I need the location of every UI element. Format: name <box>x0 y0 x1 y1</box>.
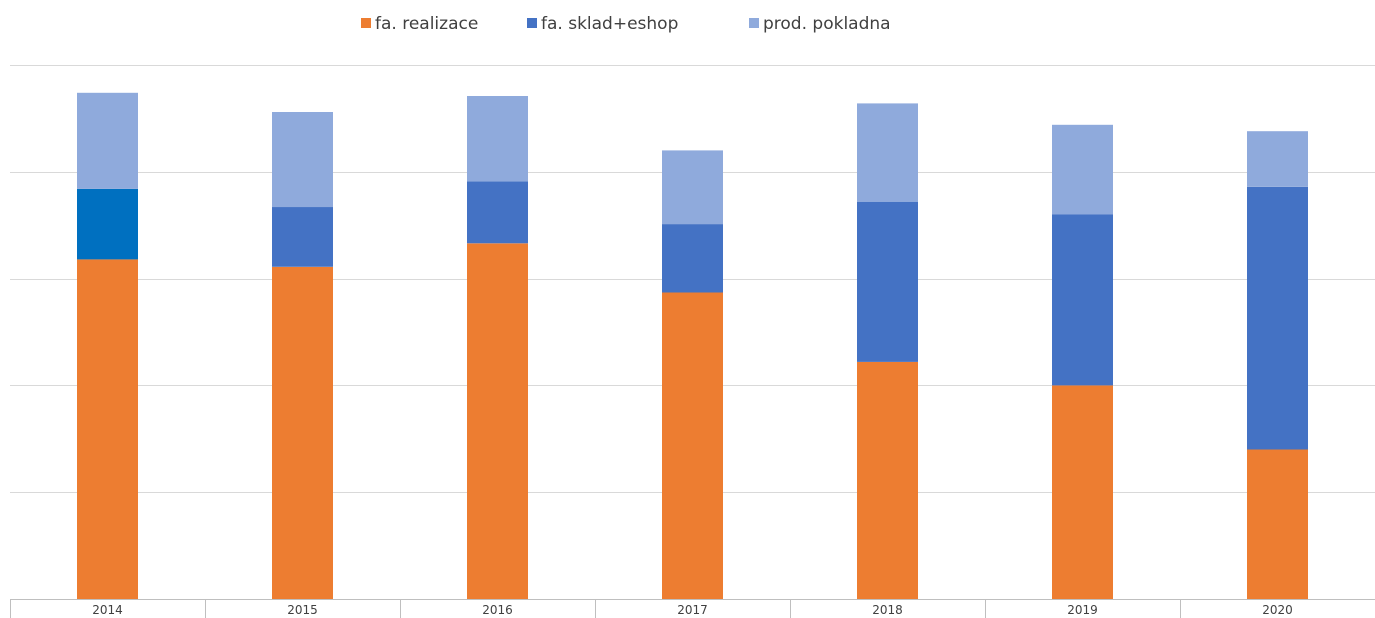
bar-segment-2019-prod-pokladna <box>1052 124 1113 215</box>
bar-segment-2015-fa-realizace <box>272 266 333 599</box>
bar-segment-2017-fa-realizace <box>662 292 723 599</box>
x-tick-label: 2019 <box>1067 603 1098 617</box>
bar-segment-2016-fa-sklad-eshop <box>467 181 528 244</box>
bar-segment-2020-fa-realizace <box>1247 449 1308 599</box>
x-tick-label: 2015 <box>287 603 318 617</box>
bar-segment-2016-prod-pokladna <box>467 96 528 182</box>
bar-segment-2018-fa-sklad-eshop <box>857 201 918 362</box>
bar-segment-2016-fa-realizace <box>467 243 528 599</box>
legend-swatch <box>527 18 537 28</box>
bar-segment-2019-fa-sklad-eshop <box>1052 214 1113 386</box>
bar-segment-2015-fa-sklad-eshop <box>272 207 333 267</box>
legend-label: fa. realizace <box>375 14 478 34</box>
x-tick-label: 2016 <box>482 603 513 617</box>
x-tick-label: 2017 <box>677 603 708 617</box>
bar-segment-2014-fa-sklad-eshop <box>77 188 138 260</box>
legend: fa. realizace fa. sklad+eshop prod. poklad… <box>361 14 891 34</box>
bar-segment-2018-fa-realizace <box>857 361 918 599</box>
bar-segment-2017-fa-sklad-eshop <box>662 224 723 293</box>
bar-segment-2015-prod-pokladna <box>272 112 333 208</box>
x-tick-label: 2014 <box>92 603 123 617</box>
x-axis: 2014 2015 2016 2017 2018 2019 2020 <box>10 599 1375 618</box>
bar-segment-2018-prod-pokladna <box>857 103 918 202</box>
legend-label: fa. sklad+eshop <box>541 14 678 34</box>
bar-segment-2020-prod-pokladna <box>1247 131 1308 187</box>
bar-segment-2017-prod-pokladna <box>662 150 723 225</box>
legend-swatch <box>749 18 759 28</box>
bar-segment-2020-fa-sklad-eshop <box>1247 186 1308 450</box>
bar-segment-2014-prod-pokladna <box>77 92 138 189</box>
bars <box>77 92 1308 599</box>
x-tick-label: 2020 <box>1262 603 1293 617</box>
legend-swatch <box>361 18 371 28</box>
bar-segment-2014-fa-realizace <box>77 259 138 599</box>
legend-label: prod. pokladna <box>763 14 891 34</box>
bar-segment-2019-fa-realizace <box>1052 385 1113 599</box>
x-tick-label: 2018 <box>872 603 903 617</box>
